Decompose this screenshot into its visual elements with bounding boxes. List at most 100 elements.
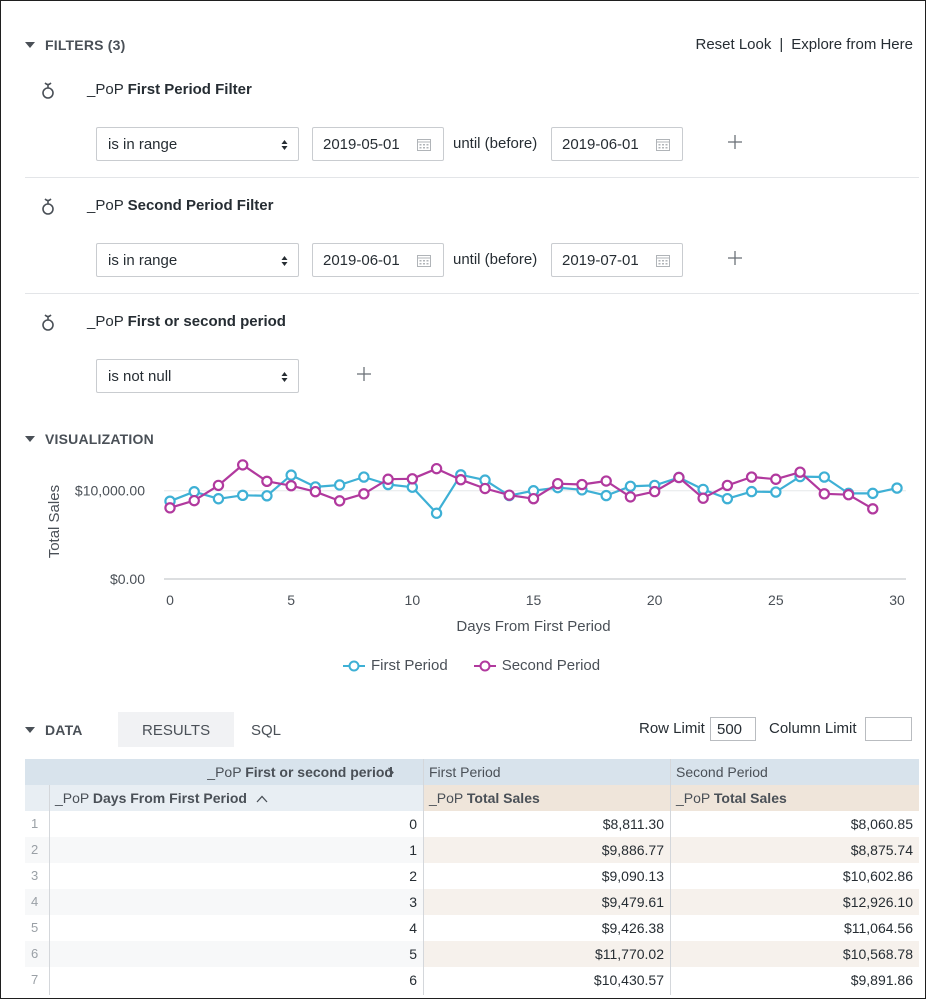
to-date-input[interactable]: 2019-07-01	[551, 243, 683, 277]
filter-prefix: _PoP	[87, 81, 128, 98]
from-date-input[interactable]: 2019-05-01	[312, 127, 444, 161]
days-cell: 5	[49, 941, 423, 967]
filters-heading: FILTERS (3)	[45, 37, 126, 53]
data-point	[285, 469, 297, 481]
filter-operator-select[interactable]: is in range	[96, 127, 299, 161]
legend-item-second-period[interactable]: Second Period	[473, 657, 601, 674]
chart-legend: First Period Second Period	[343, 657, 600, 674]
data-point	[455, 473, 467, 486]
data-point	[358, 488, 370, 500]
data-point	[552, 477, 564, 490]
tab-sql[interactable]: SQL	[251, 722, 282, 739]
column-divider	[49, 785, 50, 995]
chart-axes: $0.00 $10,000.00 0 5 10 15 20 25 30 Days From Fir…	[46, 483, 906, 635]
first-period-sales-cell: $9,426.38	[423, 915, 670, 941]
data-section-toggle[interactable]: DATA	[25, 722, 83, 738]
row-number: 1	[25, 811, 49, 837]
row-limit-input[interactable]	[710, 717, 756, 741]
operator-value: is in range	[108, 252, 178, 269]
dimension-header[interactable]: _PoP Days From First Period	[49, 785, 423, 811]
first-period-sales-cell: $9,090.13	[423, 863, 670, 889]
explore-from-here-link[interactable]: Explore from Here	[791, 36, 913, 53]
visualization-heading: VISUALIZATION	[45, 431, 154, 447]
measure-header-first[interactable]: _PoP Total Sales	[423, 785, 670, 811]
filter-operator-select[interactable]: is in range	[96, 243, 299, 277]
filter-actions: Reset Look | Explore from Here	[695, 36, 913, 53]
data-point	[261, 475, 273, 488]
add-filter-value-plus-icon[interactable]	[727, 250, 743, 266]
data-point	[842, 488, 855, 501]
measure-name: Total Sales	[466, 790, 540, 806]
data-point	[697, 492, 709, 504]
second-period-sales-cell: $9,891.86	[670, 967, 919, 993]
days-cell: 6	[49, 967, 423, 993]
legend-item-first-period[interactable]: First Period	[343, 657, 448, 674]
sort-ascending-icon[interactable]	[256, 795, 268, 803]
caret-down-icon	[25, 727, 35, 733]
pivot-name: First or second period	[245, 764, 393, 780]
operator-value: is not null	[108, 368, 172, 385]
measure-prefix: _PoP	[429, 790, 467, 806]
data-point	[818, 471, 831, 483]
add-filter-value-plus-icon[interactable]	[356, 366, 372, 382]
add-filter-value-plus-icon[interactable]	[727, 134, 743, 150]
filter-field-icon	[42, 82, 54, 99]
data-point	[867, 487, 879, 500]
dimension-prefix: _PoP	[55, 790, 93, 806]
data-point	[770, 473, 782, 485]
visualization-section-toggle[interactable]: VISUALIZATION	[25, 431, 154, 447]
data-point	[236, 459, 249, 471]
second-period-sales-cell: $8,060.85	[670, 811, 919, 837]
first-period-sales-cell: $11,770.02	[423, 941, 670, 967]
from-date-input[interactable]: 2019-06-01	[312, 243, 444, 277]
reset-look-link[interactable]: Reset Look	[695, 36, 772, 53]
calendar-icon[interactable]	[656, 138, 670, 151]
row-number: 4	[25, 889, 49, 915]
filter-operator-select[interactable]: is not null	[96, 359, 299, 393]
legend-label: First Period	[371, 657, 448, 674]
until-label: until (before)	[453, 251, 538, 268]
x-tick-label: 0	[166, 592, 174, 608]
filter-title-first-or-second: _PoP First or second period	[87, 313, 286, 330]
data-point	[212, 493, 225, 505]
data-point	[358, 471, 370, 483]
data-point	[333, 479, 346, 491]
tab-results[interactable]: RESULTS	[118, 712, 235, 747]
second-period-sales-cell: $10,602.86	[670, 863, 919, 889]
column-limit-input[interactable]	[865, 717, 912, 741]
data-point	[891, 482, 903, 494]
row-number: 6	[25, 941, 49, 967]
data-point	[430, 462, 443, 475]
link-separator: |	[779, 36, 784, 53]
calendar-icon[interactable]	[417, 254, 431, 267]
filters-section-toggle[interactable]: FILTERS (3)	[25, 37, 126, 53]
data-point	[406, 473, 419, 485]
operator-value: is in range	[108, 136, 178, 153]
days-cell: 3	[49, 889, 423, 915]
filter-title-second-period: _PoP Second Period Filter	[87, 197, 273, 214]
data-point	[382, 473, 394, 485]
from-date-value: 2019-05-01	[323, 136, 400, 153]
days-cell: 4	[49, 915, 423, 941]
first-period-sales-cell: $10,430.57	[423, 967, 670, 993]
filter-field-icon	[42, 198, 54, 215]
data-point	[600, 475, 612, 487]
legend-label: Second Period	[501, 657, 601, 674]
data-point	[867, 503, 879, 515]
calendar-icon[interactable]	[656, 254, 670, 267]
table-row: 3 2 $9,090.13 $10,602.86	[25, 863, 919, 889]
data-point	[673, 471, 685, 484]
row-limit-label: Row Limit	[639, 720, 705, 737]
filter-prefix: _PoP	[87, 313, 128, 330]
chevron-right-icon	[388, 767, 394, 778]
data-point	[721, 479, 734, 492]
column-divider	[670, 759, 671, 995]
to-date-input[interactable]: 2019-06-01	[551, 127, 683, 161]
until-label: until (before)	[453, 135, 538, 152]
pivot-field-header[interactable]: _PoP First or second period	[25, 759, 423, 785]
calendar-icon[interactable]	[417, 138, 431, 151]
filter-divider	[25, 293, 919, 294]
measure-header-second[interactable]: _PoP Total Sales	[670, 785, 919, 811]
chart-series	[164, 459, 903, 519]
